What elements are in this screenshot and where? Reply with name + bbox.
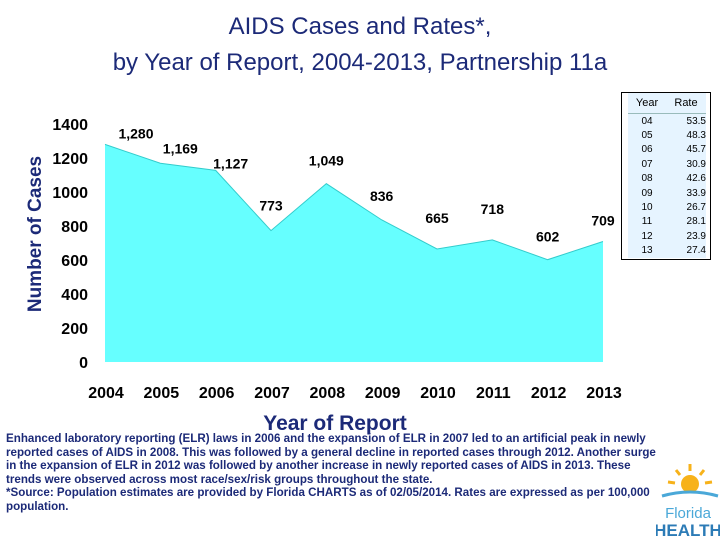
rate-table-year: 13 — [641, 245, 653, 257]
rate-table-row: 12 23.9 — [628, 229, 706, 243]
y-tick-label: 800 — [61, 219, 88, 236]
data-label: 1,049 — [309, 153, 344, 169]
rate-table-rate: 42.6 — [686, 173, 706, 185]
data-label: 718 — [481, 201, 505, 217]
data-label: 1,169 — [163, 140, 198, 156]
rate-table-row: 09 33.9 — [628, 186, 706, 200]
logo-line2: HEALTH — [656, 521, 720, 540]
x-tick-label: 2004 — [88, 385, 124, 402]
rate-table-year: 10 — [641, 202, 653, 214]
rate-table-body: 04 53.5 05 48.3 06 45.7 07 30.9 08 42.6 09 33.9 10 26… — [628, 114, 706, 258]
x-tick-label: 2005 — [144, 385, 180, 402]
rate-table: Year Rate 04 53.5 05 48.3 06 45.7 07 30.9 08 42.6… — [621, 92, 711, 260]
x-tick-label: 2007 — [254, 385, 290, 402]
data-label: 709 — [591, 212, 615, 228]
data-label: 665 — [425, 210, 449, 226]
footnote: Enhanced laboratory reporting (ELR) laws… — [6, 432, 656, 514]
rate-table-rate: 30.9 — [686, 158, 706, 170]
rate-table-rate: 48.3 — [686, 130, 706, 142]
chart-title-line2: by Year of Report, 2004-2013, Partnershi… — [112, 49, 608, 76]
chart-title-line1: AIDS Cases and Rates*, — [228, 13, 492, 40]
rate-table-rate: 45.7 — [686, 144, 706, 156]
rate-table-year: 05 — [641, 130, 653, 142]
sun-icon — [661, 464, 719, 498]
y-tick-label: 400 — [61, 287, 88, 304]
rate-table-year: 08 — [641, 173, 653, 185]
rate-table-rate: 27.4 — [686, 245, 706, 257]
area-series — [105, 144, 603, 362]
y-tick-label: 1200 — [52, 151, 88, 168]
rate-table-rate: 26.7 — [686, 202, 706, 214]
rate-table-row: 06 45.7 — [628, 143, 706, 157]
y-tick-label: 1400 — [52, 117, 88, 134]
rate-table-year: 04 — [641, 115, 653, 127]
rate-table-year: 11 — [641, 216, 653, 228]
x-tick-label: 2008 — [310, 385, 346, 402]
rate-table-row: 10 26.7 — [628, 200, 706, 214]
y-tick-label: 600 — [61, 253, 88, 270]
y-tick-label: 200 — [61, 321, 88, 338]
y-tick-label: 0 — [79, 355, 88, 372]
rate-table-row: 11 28.1 — [628, 215, 706, 229]
x-tick-label: 2013 — [586, 385, 622, 402]
rate-table-row: 05 48.3 — [628, 128, 706, 142]
data-label: 1,127 — [213, 155, 248, 171]
data-label: 1,280 — [118, 125, 153, 141]
x-tick-label: 2010 — [420, 385, 456, 402]
rate-table-row: 04 53.5 — [628, 114, 706, 128]
rate-table-year: 07 — [641, 158, 653, 170]
rate-table-rate: 28.1 — [686, 216, 706, 228]
x-tick-label: 2012 — [531, 385, 567, 402]
rate-table-year: 06 — [641, 144, 653, 156]
rate-table-row: 07 30.9 — [628, 157, 706, 171]
rate-table-year-header: Year — [635, 97, 659, 109]
rate-table-header: Year Rate — [628, 93, 706, 114]
x-tick-label: 2009 — [365, 385, 401, 402]
florida-health-logo: Florida HEALTH — [656, 464, 720, 540]
rate-table-year: 09 — [641, 187, 653, 199]
logo-line1: Florida — [665, 505, 712, 522]
x-axis-title: Year of Report — [263, 412, 407, 435]
y-tick-label: 1000 — [52, 185, 88, 202]
source-note: *Source: Population estimates are provid… — [6, 486, 650, 513]
data-label: 773 — [259, 198, 283, 214]
rate-table-row: 13 27.4 — [628, 244, 706, 258]
footnote-text: Enhanced laboratory reporting (ELR) laws… — [6, 432, 656, 486]
rate-table-year: 12 — [641, 230, 653, 242]
area-series-line — [104, 143, 604, 261]
x-tick-label: 2006 — [199, 385, 235, 402]
data-label: 836 — [370, 188, 394, 204]
x-tick-label: 2011 — [476, 385, 511, 402]
y-axis-title: Number of Cases — [25, 156, 46, 312]
rate-table-rate-header: Rate — [674, 97, 698, 109]
rate-table-rate: 23.9 — [686, 230, 706, 242]
data-label: 602 — [536, 229, 560, 245]
rate-table-row: 08 42.6 — [628, 172, 706, 186]
rate-table-rate: 33.9 — [686, 187, 706, 199]
rate-table-rate: 53.5 — [686, 115, 706, 127]
